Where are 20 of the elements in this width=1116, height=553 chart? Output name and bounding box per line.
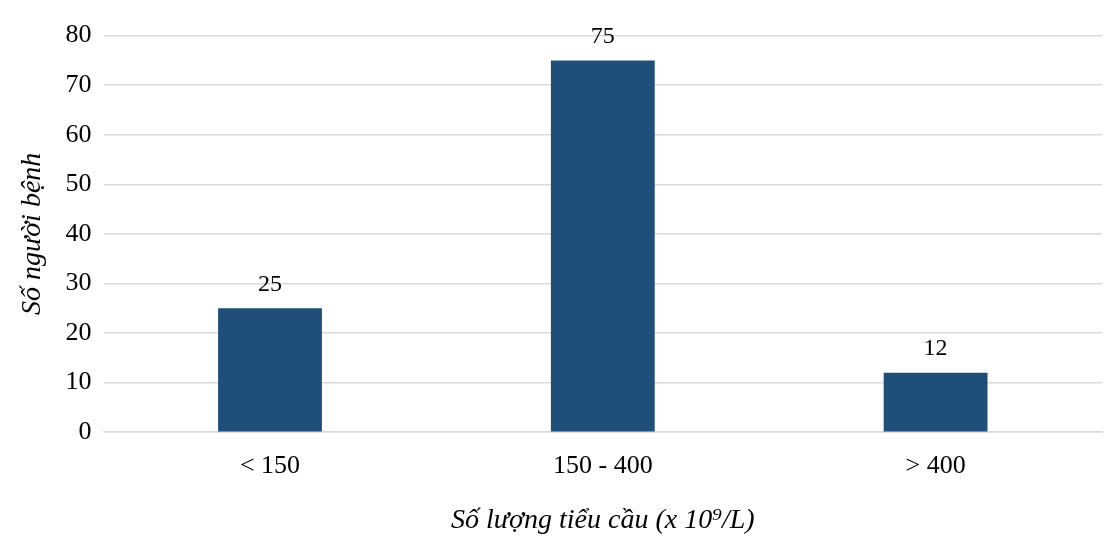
y-tick-label: 50: [65, 168, 92, 198]
y-tick-label: 60: [65, 118, 92, 148]
bar: [218, 308, 322, 432]
x-tick-label: > 400: [905, 449, 966, 479]
y-tick-label: 20: [65, 316, 92, 346]
x-tick-label: < 150: [239, 449, 301, 479]
y-tick-label: 10: [65, 366, 92, 396]
data-label: 25: [258, 269, 282, 296]
bar: [550, 60, 655, 432]
y-tick-label: 80: [65, 19, 92, 49]
data-label: 12: [923, 334, 948, 361]
data-label: 75: [590, 21, 615, 48]
x-tick-label: 150 - 400: [552, 449, 653, 479]
x-axis-title: Số lượng tiểu cầu (x 10⁹/L): [451, 502, 755, 534]
y-tick-label: 30: [65, 267, 92, 297]
y-tick-label: 40: [65, 217, 92, 247]
y-tick-label: 0: [78, 416, 92, 446]
bar: [883, 372, 988, 432]
y-axis-title: Số người bệnh: [15, 152, 47, 316]
y-tick-label: 70: [65, 69, 92, 98]
